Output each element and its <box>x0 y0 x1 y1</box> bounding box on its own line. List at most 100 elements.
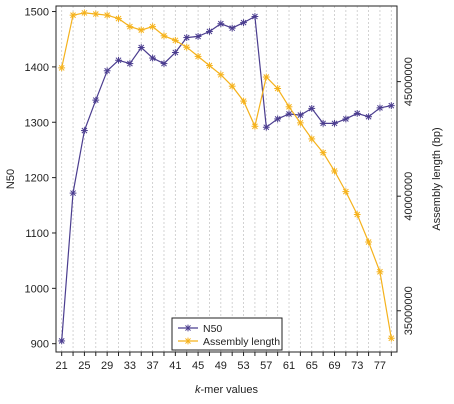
data-point-assembly-length <box>251 122 259 130</box>
y-left-tick-label: 900 <box>31 339 49 351</box>
x-tick-label: 49 <box>215 360 227 372</box>
data-point-n50 <box>92 96 100 104</box>
data-point-n50 <box>58 337 66 345</box>
data-point-assembly-length <box>217 71 225 79</box>
y-axis-right-label: Assembly length (bp) <box>431 127 443 230</box>
data-point-n50 <box>171 49 179 56</box>
x-tick-label: 41 <box>169 360 181 372</box>
legend-item-assembly-length: Assembly length <box>178 336 280 348</box>
data-point-n50 <box>228 24 236 32</box>
data-point-n50 <box>103 67 111 75</box>
x-axis-label-italic: k <box>195 384 201 396</box>
data-point-assembly-length <box>262 73 270 81</box>
legend-marker-assembly-length <box>184 337 192 345</box>
data-point-assembly-length <box>331 167 338 175</box>
data-point-assembly-length <box>228 82 236 90</box>
data-point-assembly-length <box>58 64 66 72</box>
data-point-assembly-length <box>387 334 395 342</box>
data-point-assembly-length <box>137 26 145 34</box>
legend-item-n50: N50 <box>178 323 222 335</box>
data-point-assembly-length <box>308 135 316 143</box>
legend-marker-n50 <box>184 324 192 332</box>
data-point-assembly-length <box>103 11 111 19</box>
data-point-n50 <box>353 109 361 117</box>
x-tick-label: 69 <box>328 360 340 372</box>
data-point-n50 <box>296 111 304 119</box>
data-point-assembly-length <box>296 119 304 127</box>
data-point-n50 <box>285 110 293 118</box>
x-tick-label: 57 <box>260 360 272 372</box>
y-left-tick-label: 1400 <box>25 62 49 74</box>
data-point-n50 <box>251 13 259 20</box>
x-gridlines <box>61 6 392 352</box>
data-point-n50 <box>69 189 77 197</box>
y-axis-left-label: N50 <box>5 169 17 189</box>
data-point-n50 <box>149 54 157 62</box>
data-point-assembly-length <box>160 32 168 40</box>
data-point-n50 <box>194 33 202 40</box>
data-point-n50 <box>376 104 384 112</box>
data-point-n50 <box>183 34 191 41</box>
x-tick-label: 53 <box>237 360 249 372</box>
data-point-assembly-length <box>183 43 191 51</box>
x-tick-label: 29 <box>101 360 113 372</box>
x-axis: 21 25 29 33 37 41 45 49 53 57 61 65 69 73 77 <box>56 352 392 372</box>
x-tick-label: 33 <box>124 360 136 372</box>
data-point-assembly-length <box>365 238 372 246</box>
data-point-assembly-length <box>194 53 202 60</box>
x-tick-label: 37 <box>146 360 158 372</box>
data-point-assembly-length <box>115 15 122 23</box>
data-point-n50 <box>137 44 145 51</box>
data-point-assembly-length <box>126 23 134 31</box>
y-left-tick-label: 1100 <box>25 228 49 240</box>
data-point-n50 <box>240 19 247 27</box>
x-axis-label: k-mer values <box>195 384 258 396</box>
data-point-n50 <box>331 119 338 127</box>
data-point-n50 <box>217 20 225 28</box>
data-point-n50 <box>387 102 395 110</box>
x-tick-label: 61 <box>283 360 295 372</box>
data-point-assembly-length <box>69 11 77 19</box>
y-left-tick-label: 1500 <box>25 7 49 19</box>
x-tick-label: 73 <box>351 360 363 372</box>
data-point-assembly-length <box>206 62 213 69</box>
data-point-assembly-length <box>353 211 361 218</box>
legend-label-assembly-length: Assembly length <box>203 336 280 348</box>
right-y-axis: 35000000 40000000 45000000 <box>397 57 415 335</box>
x-tick-label: 45 <box>192 360 204 372</box>
y-right-tick-label: 45000000 <box>403 57 415 106</box>
series-layer <box>58 9 395 345</box>
legend-star <box>184 324 192 332</box>
y-left-tick-label: 1200 <box>25 173 49 185</box>
data-point-n50 <box>115 56 122 64</box>
x-tick-label: 65 <box>306 360 318 372</box>
data-point-n50 <box>81 127 88 134</box>
data-point-n50 <box>262 123 270 131</box>
data-point-n50 <box>274 115 282 123</box>
data-point-n50 <box>342 115 350 123</box>
data-point-assembly-length <box>376 268 384 276</box>
series-line-n50 <box>61 15 392 341</box>
x-tick-label: 21 <box>56 360 68 372</box>
data-point-n50 <box>160 60 168 67</box>
legend-star <box>184 337 192 345</box>
y-left-tick-label: 1000 <box>25 283 49 295</box>
data-point-n50 <box>308 105 316 112</box>
data-point-assembly-length <box>342 188 350 196</box>
data-point-n50 <box>126 60 134 67</box>
y-right-tick-label: 35000000 <box>403 286 415 335</box>
y-left-tick-label: 1300 <box>25 117 49 129</box>
legend: N50 Assembly length <box>171 317 283 351</box>
plot-frame <box>55 5 398 353</box>
data-point-assembly-length <box>171 36 179 44</box>
data-point-assembly-length <box>81 9 88 17</box>
legend-label-n50: N50 <box>203 323 222 335</box>
data-point-n50 <box>206 28 213 35</box>
y-right-tick-label: 40000000 <box>403 172 415 221</box>
left-y-axis: 900 1000 1100 1200 1300 1400 1500 <box>25 7 56 351</box>
data-point-assembly-length <box>149 23 157 31</box>
data-point-assembly-length <box>92 10 100 18</box>
legend-box <box>171 317 283 351</box>
data-point-assembly-length <box>274 85 282 92</box>
